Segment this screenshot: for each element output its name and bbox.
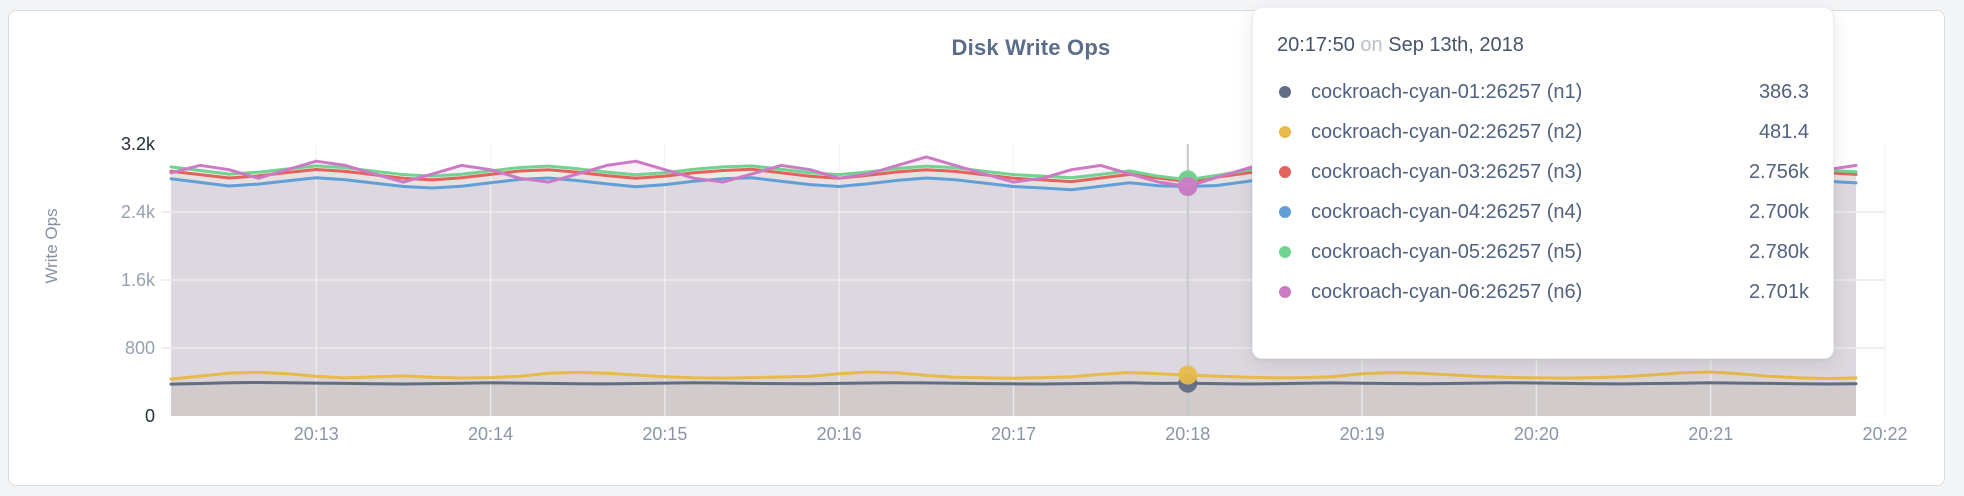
tooltip-connector-word: on <box>1360 34 1383 56</box>
x-tick-label: 20:18 <box>1165 424 1211 444</box>
series-color-dot-n3 <box>1279 166 1291 178</box>
tooltip-header: 20:17:50 on Sep 13th, 2018 <box>1277 30 1811 60</box>
hover-dot-n2 <box>1178 365 1198 385</box>
tooltip-series-label: cockroach-cyan-06:26257 (n6) <box>1311 280 1583 303</box>
tooltip-row-n2: cockroach-cyan-02:26257 (n2) 481.4 <box>1275 112 1811 152</box>
x-tick-label: 20:14 <box>468 424 514 444</box>
chart-card: Disk Write Ops Write Ops 3.2k 2.4k 1.6k 800… <box>8 7 1945 486</box>
chart-title: Disk Write Ops <box>951 35 1111 60</box>
series-color-dot-n2 <box>1279 126 1291 138</box>
tooltip-series-value: 2.756k <box>1748 160 1809 183</box>
tooltip-row-n6: cockroach-cyan-06:26257 (n6) 2.701k <box>1275 272 1811 312</box>
tooltip-series-value: 2.780k <box>1748 240 1809 263</box>
series-line-n2[interactable] <box>169 370 1858 381</box>
tooltip-series-label: cockroach-cyan-03:26257 (n3) <box>1311 160 1583 183</box>
tooltip-series-label: cockroach-cyan-04:26257 (n4) <box>1311 200 1583 223</box>
tooltip-row-n1: cockroach-cyan-01:26257 (n1) 386.3 <box>1275 72 1811 112</box>
y-axis-ticks: 3.2k 2.4k 1.6k 800 0 <box>59 11 155 485</box>
tooltip-row-n3: cockroach-cyan-03:26257 (n3) 2.756k <box>1275 152 1811 192</box>
tooltip-series-value: 2.701k <box>1748 280 1809 303</box>
series-color-dot-n4 <box>1279 206 1291 218</box>
x-tick-label: 20:16 <box>816 424 862 444</box>
tooltip-series-value: 481.4 <box>1758 120 1809 143</box>
tooltip-series-value: 2.700k <box>1748 200 1809 223</box>
x-tick-label: 20:21 <box>1688 424 1734 444</box>
tooltip-date-text: Sep 13th, 2018 <box>1388 34 1524 56</box>
x-tick-label: 20:15 <box>642 424 688 444</box>
tooltip-row-n4: cockroach-cyan-04:26257 (n4) 2.700k <box>1275 192 1811 232</box>
y-tick-label: 2.4k <box>120 202 155 222</box>
x-tick-label: 20:22 <box>1862 424 1908 444</box>
series-color-dot-n5 <box>1279 246 1291 258</box>
tooltip-series-value: 386.3 <box>1758 80 1809 103</box>
y-tick-label: 0 <box>144 406 155 426</box>
tooltip-rows: cockroach-cyan-01:26257 (n1) 386.3 cockroa… <box>1275 72 1811 312</box>
tooltip-series-label: cockroach-cyan-02:26257 (n2) <box>1311 120 1583 143</box>
tooltip-series-label: cockroach-cyan-01:26257 (n1) <box>1311 80 1583 103</box>
series-color-dot-n1 <box>1279 86 1291 98</box>
y-tick-label: 800 <box>124 338 155 358</box>
series-color-dot-n6 <box>1279 286 1291 298</box>
chart-tooltip: 20:17:50 on Sep 13th, 2018 cockroach-cya… <box>1252 7 1834 359</box>
tooltip-time: 20:17:50 <box>1277 34 1355 56</box>
series-line-n1[interactable] <box>169 381 1858 386</box>
tooltip-row-n5: cockroach-cyan-05:26257 (n5) 2.780k <box>1275 232 1811 272</box>
x-tick-label: 20:19 <box>1339 424 1385 444</box>
x-axis-ticks: 20:13 20:14 20:15 20:16 20:17 20:18 20:19 20:20… <box>9 11 1944 485</box>
hover-dot-n6 <box>1178 176 1198 196</box>
tooltip-series-label: cockroach-cyan-05:26257 (n5) <box>1311 240 1583 263</box>
y-tick-label: 3.2k <box>120 134 155 154</box>
x-tick-label: 20:13 <box>293 424 339 444</box>
y-tick-label: 1.6k <box>120 270 155 290</box>
x-tick-label: 20:17 <box>990 424 1037 444</box>
x-tick-label: 20:20 <box>1513 424 1559 444</box>
